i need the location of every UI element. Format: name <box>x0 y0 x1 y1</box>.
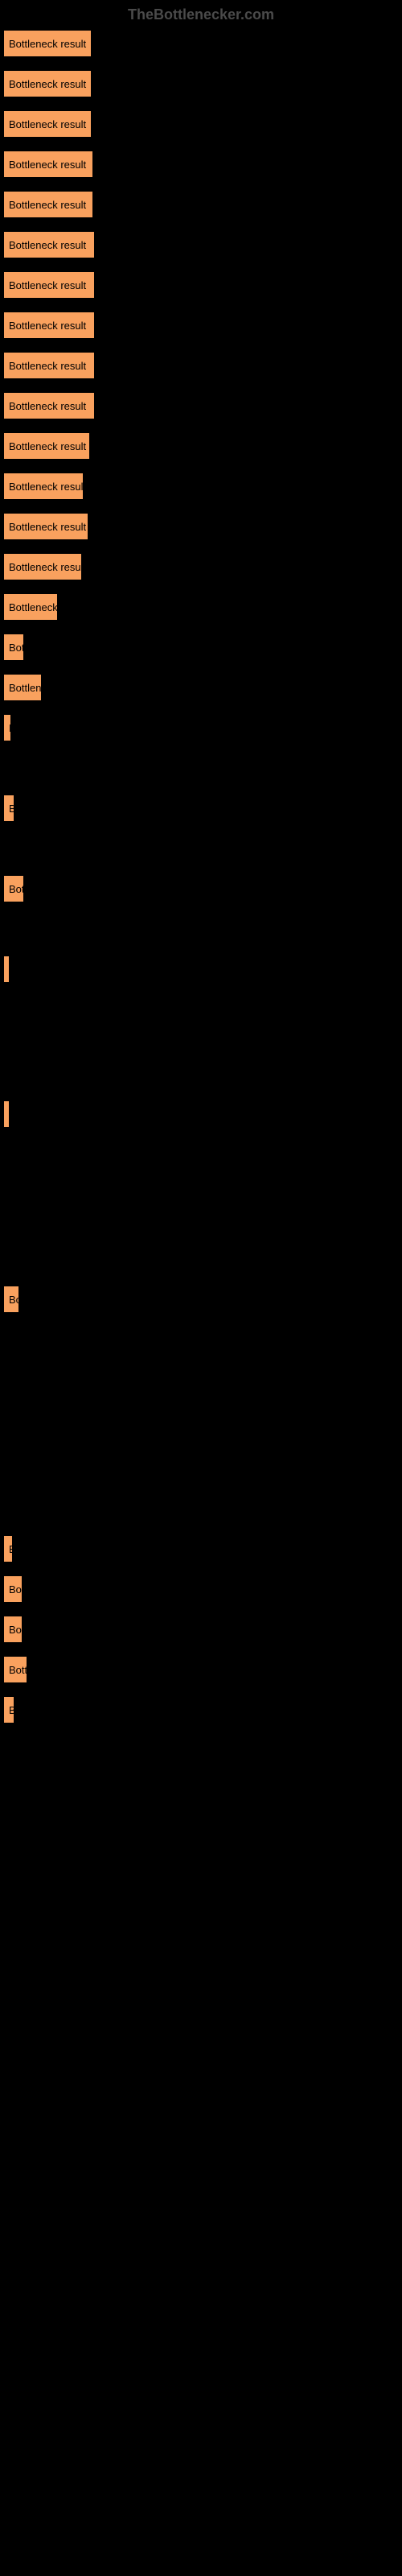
chart-spacer <box>3 835 399 875</box>
bar-row: Bottleneck result <box>3 1696 399 1724</box>
bar: Bottleneck result <box>3 513 88 540</box>
bar-label: Bottleneck result <box>9 481 84 493</box>
bar: Bottleneck result <box>3 392 95 419</box>
bar: Bottleneck result <box>3 674 42 701</box>
bar-label: Bottleneck result <box>9 320 86 332</box>
bar-row: Bottleneck result <box>3 1616 399 1643</box>
bar-row: Bottleneck result <box>3 1535 399 1563</box>
bar-row: Bottleneck result <box>3 191 399 218</box>
bar: Bottleneck result <box>3 714 11 741</box>
chart-spacer <box>3 915 399 956</box>
bar: Bottleneck result <box>3 191 93 218</box>
bar-label: Bottleneck result <box>9 964 10 976</box>
bar: Bottleneck result <box>3 1575 23 1603</box>
bar: Bottleneck result <box>3 875 24 902</box>
bar: Bottleneck result <box>3 473 84 500</box>
bar-label: Bottleneck result <box>9 78 86 90</box>
bar: Bottleneck result <box>3 231 95 258</box>
bar-label: Bottleneck result <box>9 1108 10 1121</box>
bar: Bottleneck result <box>3 1656 27 1683</box>
bar-label: Bottleneck result <box>9 601 58 613</box>
bar-label: Bottleneck result <box>9 722 11 734</box>
bar-row: Bottleneck result <box>3 553 399 580</box>
bar-row: Bottleneck result <box>3 1100 399 1128</box>
bar-label: Bottleneck result <box>9 1543 13 1555</box>
bar-row: Bottleneck result <box>3 30 399 57</box>
bar-row: Bottleneck result <box>3 1656 399 1683</box>
bar-row: Bottleneck result <box>3 674 399 701</box>
bar: Bottleneck result <box>3 110 92 138</box>
bar-label: Bottleneck result <box>9 682 42 694</box>
bar: Bottleneck result <box>3 1616 23 1643</box>
watermark-text: TheBottlenecker.com <box>0 0 402 30</box>
bar: Bottleneck result <box>3 312 95 339</box>
bar-row: Bottleneck result <box>3 1575 399 1603</box>
bar-row: Bottleneck result <box>3 473 399 500</box>
bar-row: Bottleneck result <box>3 956 399 983</box>
bar-row: Bottleneck result <box>3 110 399 138</box>
bar: Bottleneck result <box>3 70 92 97</box>
bar-row: Bottleneck result <box>3 1286 399 1313</box>
bar-row: Bottleneck result <box>3 634 399 661</box>
bar-row: Bottleneck result <box>3 312 399 339</box>
bar: Bottleneck result <box>3 432 90 460</box>
bar-row: Bottleneck result <box>3 875 399 902</box>
bar-row: Bottleneck result <box>3 795 399 822</box>
bar-label: Bottleneck result <box>9 118 86 130</box>
bar: Bottleneck result <box>3 1100 10 1128</box>
bar: Bottleneck result <box>3 151 93 178</box>
bar-label: Bottleneck result <box>9 38 86 50</box>
bar-row: Bottleneck result <box>3 352 399 379</box>
bar-label: Bottleneck result <box>9 883 24 895</box>
bar-label: Bottleneck result <box>9 642 24 654</box>
bar-label: Bottleneck result <box>9 400 86 412</box>
bar-label: Bottleneck result <box>9 1664 27 1676</box>
bar-row: Bottleneck result <box>3 714 399 741</box>
bar-row: Bottleneck result <box>3 593 399 621</box>
bar: Bottleneck result <box>3 593 58 621</box>
bar-label: Bottleneck result <box>9 1583 23 1596</box>
bar-label: Bottleneck result <box>9 199 86 211</box>
bar-label: Bottleneck result <box>9 360 86 372</box>
bar-row: Bottleneck result <box>3 392 399 419</box>
bar: Bottleneck result <box>3 956 10 983</box>
bar-label: Bottleneck result <box>9 1624 23 1636</box>
chart-spacer <box>3 1326 399 1535</box>
bar-label: Bottleneck result <box>9 521 86 533</box>
bar: Bottleneck result <box>3 1535 13 1563</box>
bar-row: Bottleneck result <box>3 231 399 258</box>
bar: Bottleneck result <box>3 352 95 379</box>
bar: Bottleneck result <box>3 1286 19 1313</box>
bar-row: Bottleneck result <box>3 432 399 460</box>
bar-label: Bottleneck result <box>9 1294 19 1306</box>
bar: Bottleneck result <box>3 634 24 661</box>
bar: Bottleneck result <box>3 795 14 822</box>
bar-label: Bottleneck result <box>9 440 86 452</box>
bar-label: Bottleneck result <box>9 159 86 171</box>
bar: Bottleneck result <box>3 553 82 580</box>
bar-row: Bottleneck result <box>3 70 399 97</box>
bar-row: Bottleneck result <box>3 271 399 299</box>
bar-row: Bottleneck result <box>3 513 399 540</box>
bar-label: Bottleneck result <box>9 561 82 573</box>
chart-spacer <box>3 996 399 1100</box>
chart-spacer <box>3 1141 399 1286</box>
bar: Bottleneck result <box>3 271 95 299</box>
bar-row: Bottleneck result <box>3 151 399 178</box>
bar: Bottleneck result <box>3 1696 14 1724</box>
chart-spacer <box>3 754 399 795</box>
bar-label: Bottleneck result <box>9 1704 14 1716</box>
bar-label: Bottleneck result <box>9 803 14 815</box>
bar-label: Bottleneck result <box>9 279 86 291</box>
bar-chart: Bottleneck result Bottleneck result Bottle… <box>0 30 402 1752</box>
bar: Bottleneck result <box>3 30 92 57</box>
bar-label: Bottleneck result <box>9 239 86 251</box>
